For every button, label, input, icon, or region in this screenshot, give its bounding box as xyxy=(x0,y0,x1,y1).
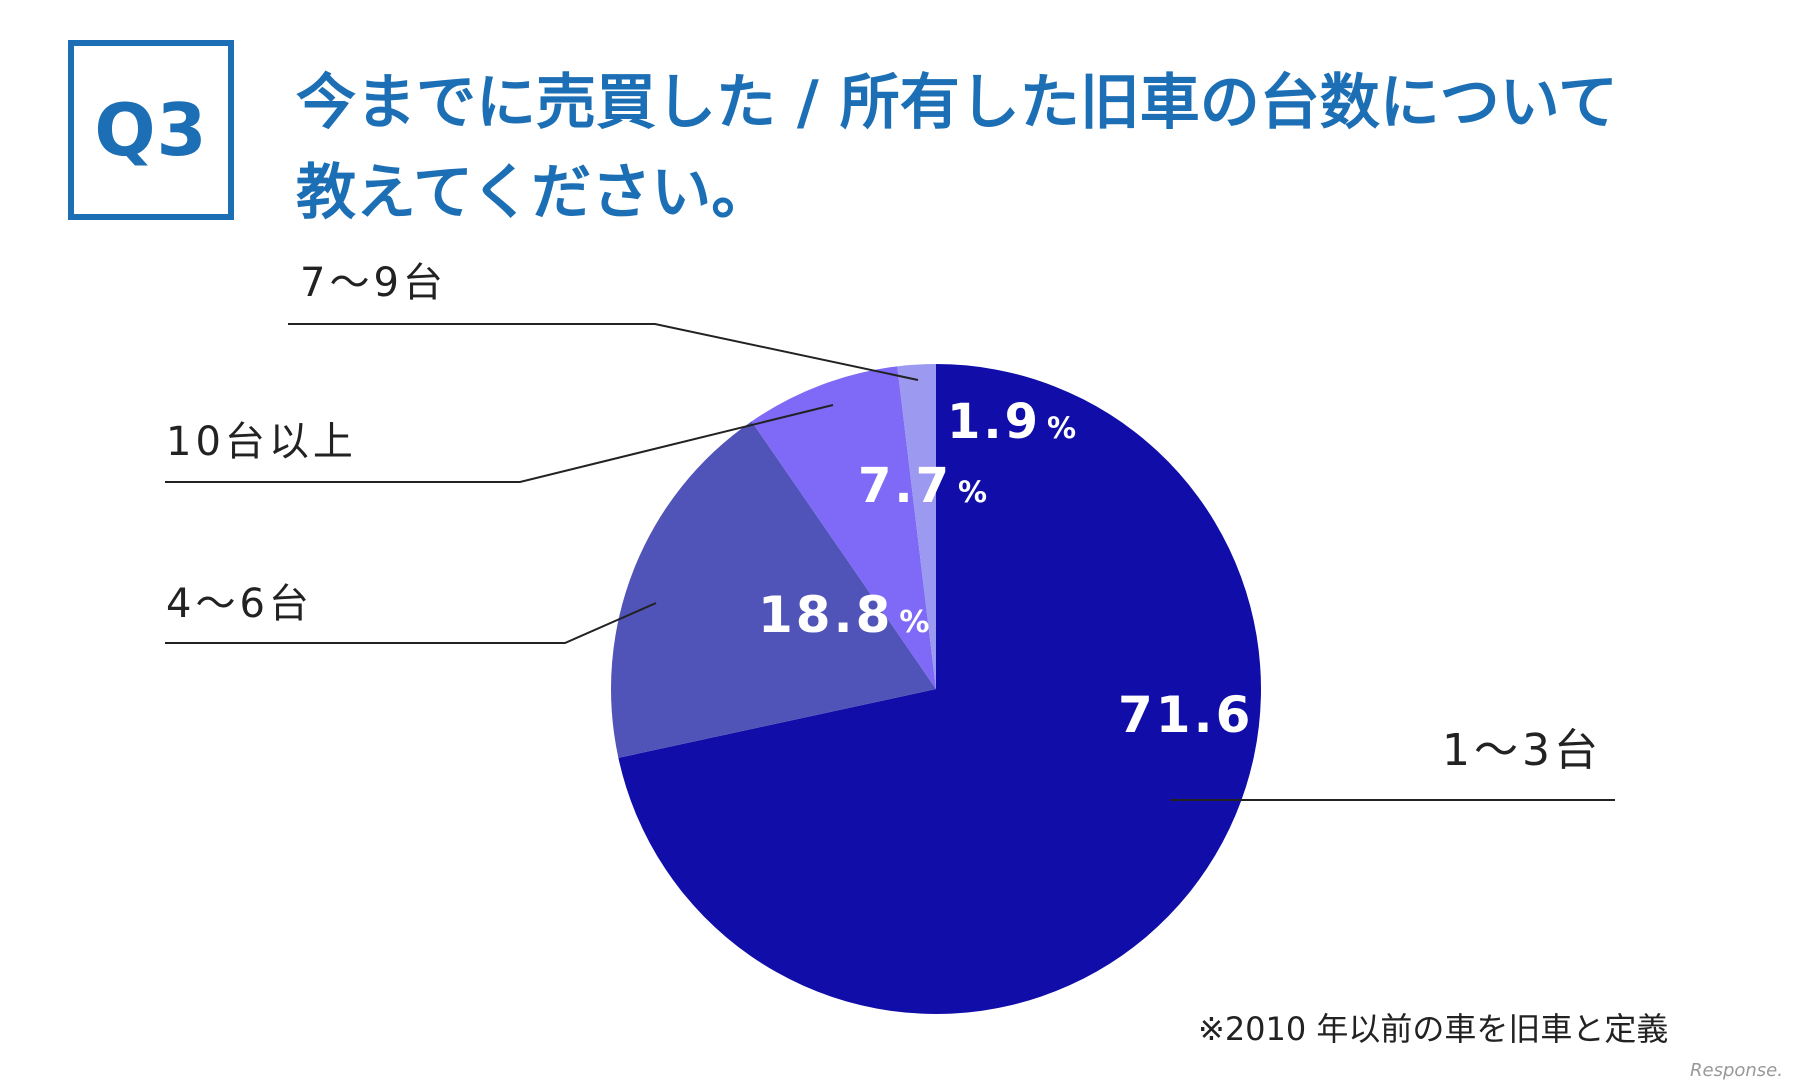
chart-title: 今までに売買した / 所有した旧車の台数について 教えてください。 xyxy=(296,58,1716,238)
category-label-4-6: 4〜6台 xyxy=(166,581,313,627)
percent-unit: % xyxy=(1047,411,1079,445)
question-badge: Q3 xyxy=(68,40,234,220)
slice-4-6 xyxy=(611,421,936,758)
category-labels: 1〜3台 4〜6台 10台以上 7〜9台 xyxy=(166,260,1602,776)
title-line-1: 今までに売買した / 所有した旧車の台数について xyxy=(296,68,1618,138)
response-watermark: Response. xyxy=(1690,1060,1783,1081)
slice-1-3 xyxy=(618,364,1261,1014)
slice-7-9 xyxy=(897,364,936,689)
pie-slices xyxy=(611,364,1261,1014)
percent-label-7-9: 1.9% xyxy=(947,394,1079,450)
title-line-2: 教えてください。 xyxy=(296,158,772,228)
category-label-7-9: 7〜9台 xyxy=(300,260,447,306)
percent-unit: % xyxy=(899,605,932,640)
category-label-1-3: 1〜3台 xyxy=(1442,725,1602,776)
percent-label-4-6: 18.8% xyxy=(758,586,932,644)
slice-10-plus xyxy=(751,366,936,689)
leader-line-10-plus xyxy=(165,404,834,483)
leader-line-7-9 xyxy=(288,323,919,381)
category-label-10-plus: 10台以上 xyxy=(166,419,357,465)
percent-value: 18.8 xyxy=(758,586,893,644)
leader-lines xyxy=(165,323,1615,801)
question-number: Q3 xyxy=(94,88,208,172)
percent-value: 1.9 xyxy=(947,394,1041,450)
percent-unit: % xyxy=(1259,705,1292,740)
percent-label-10-plus: 7.7% xyxy=(858,458,990,514)
percent-label-1-3: 71.6% xyxy=(1118,686,1292,744)
percent-labels: 71.6 %18.8 %7.7 %1.9% xyxy=(758,394,1292,744)
footnote: ※2010 年以前の車を旧車と定義 xyxy=(1198,1010,1669,1048)
leader-line-4-6 xyxy=(165,602,657,644)
percent-value: 71.6 xyxy=(1118,686,1253,744)
percent-value: 7.7 xyxy=(858,458,952,514)
percent-unit: % xyxy=(958,475,990,509)
